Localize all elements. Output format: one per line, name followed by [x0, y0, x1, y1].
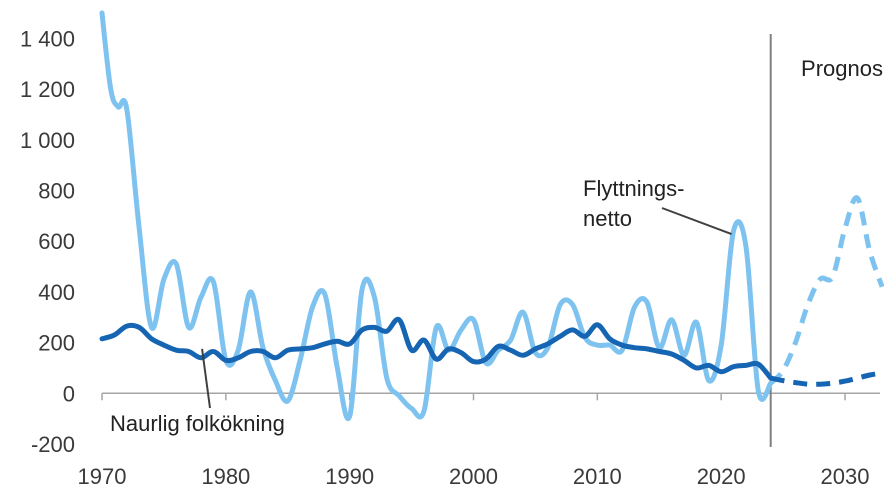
series-line-flyttningsnetto — [99, 10, 774, 422]
y-tick-label: 1 200 — [20, 77, 75, 102]
annotation-naturlig-folkokning: Naurlig folkökning — [110, 411, 285, 436]
x-tick-label: 1970 — [78, 464, 127, 489]
x-tick-label: 2000 — [449, 464, 498, 489]
x-tick-label: 1990 — [325, 464, 374, 489]
x-tick-label: 1980 — [201, 464, 250, 489]
x-tick-label: 2030 — [821, 464, 870, 489]
x-axis-tick-marks — [101, 393, 846, 401]
annotation-leader-flyttningsnetto — [661, 207, 732, 236]
x-axis-tick-labels: 1970 1980 1990 2000 2010 2020 2030 — [78, 464, 870, 489]
y-tick-label: 600 — [38, 229, 75, 254]
y-tick-label: 0 — [63, 381, 75, 406]
annotation-leader-naturlig-folkokning — [201, 348, 211, 409]
annotation-layer: Flyttnings-netto Naurlig folkökning — [110, 176, 732, 436]
series-line-naturlig-folkokning — [99, 316, 774, 381]
x-tick-label: 2020 — [697, 464, 746, 489]
annotation-flyttningsnetto-line1: Flyttnings- — [583, 176, 684, 201]
series-layer — [99, 10, 884, 422]
y-tick-label: 800 — [38, 178, 75, 203]
series-forecast-flyttningsnetto — [768, 195, 884, 386]
y-tick-label: 1 000 — [20, 128, 75, 153]
y-axis-tick-labels: -200 0 200 400 600 800 1 000 1 200 1 400 — [20, 26, 75, 457]
annotation-flyttningsnetto-line2: netto — [583, 206, 632, 231]
x-tick-label: 2010 — [573, 464, 622, 489]
y-tick-label: 400 — [38, 280, 75, 305]
y-tick-label: -200 — [31, 432, 75, 457]
y-tick-label: 1 400 — [20, 26, 75, 51]
forecast-label: Prognos — [801, 56, 883, 81]
series-forecast-naturlig-folkokning — [770, 370, 883, 387]
y-tick-label: 200 — [38, 331, 75, 356]
